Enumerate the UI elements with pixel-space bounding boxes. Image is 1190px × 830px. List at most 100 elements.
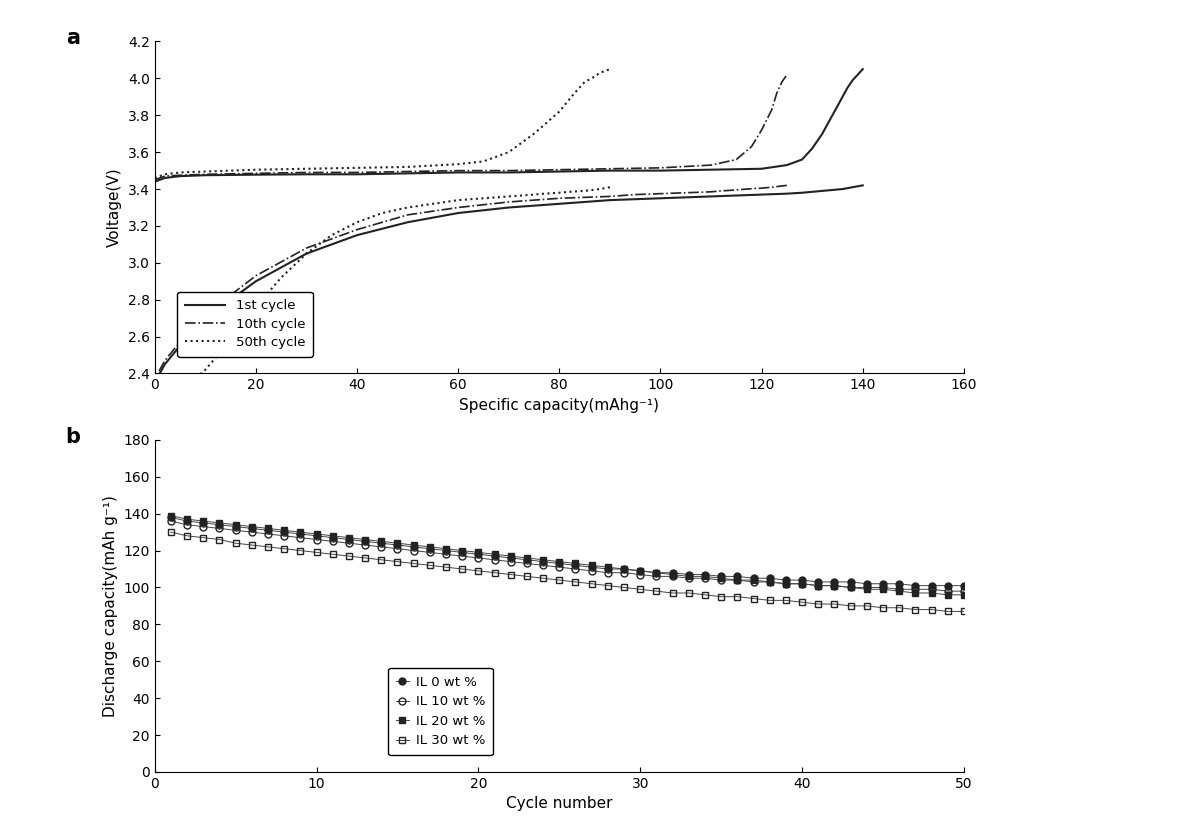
1st cycle <box>350 169 364 179</box>
1st cycle <box>851 70 865 80</box>
IL 0 wt % <box>196 518 211 528</box>
IL 0 wt % <box>520 554 534 564</box>
IL 30 wt % <box>439 562 453 572</box>
IL 30 wt % <box>957 607 971 617</box>
IL 30 wt % <box>633 584 647 594</box>
IL 10 wt % <box>390 544 405 554</box>
IL 0 wt % <box>245 524 259 534</box>
IL 20 wt % <box>940 590 954 600</box>
IL 20 wt % <box>374 536 388 546</box>
IL 10 wt % <box>358 540 372 550</box>
IL 30 wt % <box>584 579 599 588</box>
10th cycle <box>770 88 784 98</box>
IL 10 wt % <box>422 548 437 558</box>
IL 10 wt % <box>196 521 211 531</box>
IL 0 wt % <box>277 527 292 537</box>
IL 20 wt % <box>778 579 793 588</box>
IL 0 wt % <box>471 549 486 559</box>
IL 0 wt % <box>228 521 243 531</box>
IL 30 wt % <box>940 607 954 617</box>
10th cycle <box>603 164 618 173</box>
IL 30 wt % <box>925 604 939 614</box>
Text: a: a <box>65 28 80 48</box>
IL 0 wt % <box>859 579 873 588</box>
IL 20 wt % <box>763 577 777 587</box>
IL 0 wt % <box>261 525 275 535</box>
IL 20 wt % <box>293 527 307 537</box>
10th cycle <box>704 160 719 170</box>
50th cycle <box>158 169 173 179</box>
50th cycle <box>148 173 162 183</box>
X-axis label: Cycle number: Cycle number <box>506 796 613 811</box>
IL 30 wt % <box>520 571 534 581</box>
IL 20 wt % <box>439 544 453 554</box>
IL 20 wt % <box>245 521 259 531</box>
IL 0 wt % <box>697 569 712 579</box>
IL 0 wt % <box>584 562 599 572</box>
IL 20 wt % <box>746 575 760 585</box>
IL 30 wt % <box>261 542 275 552</box>
IL 30 wt % <box>180 531 194 541</box>
IL 10 wt % <box>488 554 502 564</box>
1st cycle <box>840 83 854 93</box>
IL 30 wt % <box>697 590 712 600</box>
IL 30 wt % <box>795 598 809 608</box>
IL 20 wt % <box>633 566 647 576</box>
IL 10 wt % <box>164 516 178 526</box>
50th cycle <box>300 164 314 173</box>
IL 10 wt % <box>455 551 469 561</box>
IL 0 wt % <box>682 569 696 579</box>
IL 20 wt % <box>827 581 841 591</box>
50th cycle <box>577 77 591 87</box>
1st cycle <box>148 177 162 187</box>
IL 20 wt % <box>309 529 324 539</box>
IL 0 wt % <box>601 564 615 574</box>
Text: b: b <box>65 427 81 447</box>
IL 0 wt % <box>374 538 388 548</box>
IL 20 wt % <box>277 525 292 535</box>
IL 10 wt % <box>180 520 194 530</box>
IL 30 wt % <box>277 544 292 554</box>
IL 30 wt % <box>682 588 696 598</box>
50th cycle <box>593 68 607 78</box>
IL 20 wt % <box>650 568 664 578</box>
IL 30 wt % <box>650 586 664 596</box>
IL 20 wt % <box>552 557 566 567</box>
IL 30 wt % <box>407 559 421 569</box>
IL 10 wt % <box>245 527 259 537</box>
IL 10 wt % <box>439 549 453 559</box>
IL 0 wt % <box>957 581 971 591</box>
IL 10 wt % <box>503 557 518 567</box>
IL 20 wt % <box>876 584 890 594</box>
50th cycle <box>249 164 263 174</box>
1st cycle <box>173 171 187 181</box>
1st cycle <box>653 166 668 176</box>
IL 0 wt % <box>212 520 226 530</box>
IL 0 wt % <box>488 551 502 561</box>
IL 0 wt % <box>925 581 939 591</box>
IL 10 wt % <box>584 566 599 576</box>
1st cycle <box>199 170 213 180</box>
IL 30 wt % <box>342 551 356 561</box>
1st cycle <box>158 173 173 183</box>
10th cycle <box>300 168 314 178</box>
IL 10 wt % <box>844 583 858 593</box>
IL 10 wt % <box>778 579 793 588</box>
50th cycle <box>552 106 566 116</box>
1st cycle <box>815 129 829 139</box>
IL 0 wt % <box>876 579 890 588</box>
IL 20 wt % <box>812 581 826 591</box>
IL 10 wt % <box>293 533 307 543</box>
IL 20 wt % <box>196 516 211 526</box>
IL 10 wt % <box>925 584 939 594</box>
IL 0 wt % <box>326 533 340 543</box>
IL 20 wt % <box>503 551 518 561</box>
IL 30 wt % <box>908 604 922 614</box>
IL 20 wt % <box>795 579 809 588</box>
Line: 1st cycle: 1st cycle <box>155 69 863 182</box>
IL 10 wt % <box>892 584 907 594</box>
IL 0 wt % <box>342 535 356 544</box>
IL 10 wt % <box>569 564 583 574</box>
IL 20 wt % <box>682 571 696 581</box>
50th cycle <box>476 156 490 166</box>
